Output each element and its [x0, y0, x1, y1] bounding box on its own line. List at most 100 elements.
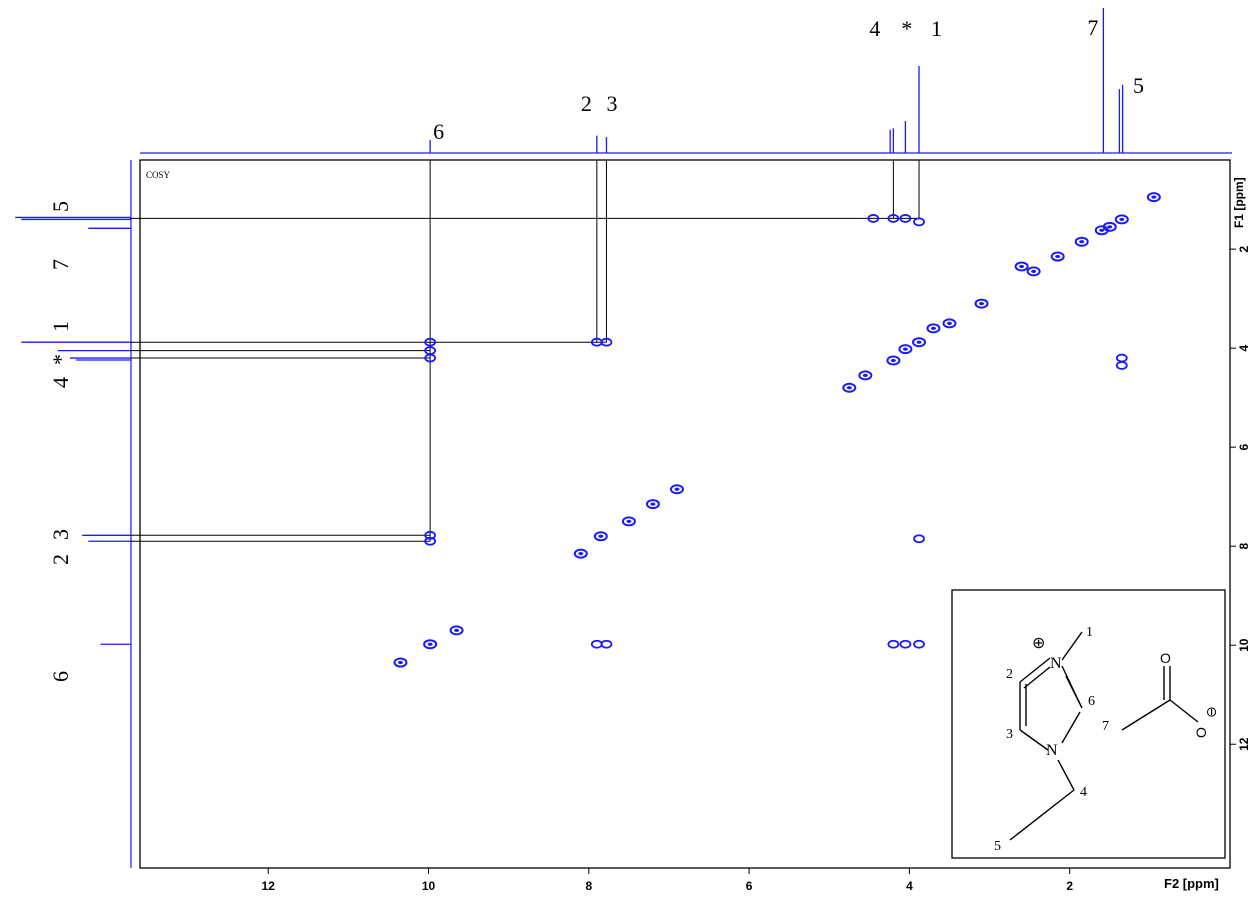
- guide-lines: [130, 160, 920, 542]
- left-peak-label: 7: [48, 259, 73, 270]
- x-axis-label: F2 [ppm]: [1164, 876, 1219, 891]
- plot-title: COSY: [146, 170, 171, 180]
- cross-peak: [913, 534, 925, 544]
- left-peak-label: 6: [48, 671, 73, 682]
- diagonal-peak-core: [1031, 269, 1037, 273]
- cross-peak: [424, 530, 437, 540]
- diagonal-peak: [1114, 214, 1129, 225]
- cross-peak: [899, 214, 912, 223]
- diagonal-peak-core: [862, 373, 868, 377]
- diagonal-peak: [1074, 236, 1089, 247]
- diagonal-peak-core: [427, 642, 433, 646]
- diagonal-peak-core: [1107, 225, 1113, 229]
- top-peak-label: 1: [931, 16, 942, 41]
- diagonal-peak: [912, 337, 927, 348]
- diagonal-peak-core: [674, 487, 680, 491]
- diagonal-peak: [1146, 192, 1161, 203]
- diagonal-peak-core: [626, 519, 632, 524]
- diagonal-peak-core: [650, 502, 656, 506]
- cross-peak: [899, 639, 912, 649]
- cross-peak: [424, 353, 437, 363]
- cross-peak: [600, 337, 613, 347]
- plot-frame: [139, 159, 1231, 869]
- diagonal-peak: [858, 370, 873, 381]
- cross-peak: [1115, 353, 1128, 363]
- diagonal-peak: [645, 499, 660, 510]
- f2-1d-spectrum: [429, 8, 1124, 153]
- atom-n-bottom: N: [1046, 742, 1058, 759]
- diagonal-peak-core: [397, 660, 403, 665]
- atom-n-top: N: [1050, 655, 1062, 672]
- diagonal-peak-core: [1099, 228, 1105, 232]
- diagonal-peak: [842, 382, 857, 393]
- molecule-frame: [951, 589, 1226, 859]
- top-peak-label: 6: [433, 119, 444, 144]
- y-tick-label: 2: [1237, 245, 1251, 252]
- x-tick-label: 12: [262, 879, 276, 893]
- diagonal-peak: [1014, 261, 1029, 272]
- molecule-position-label: 4: [1080, 785, 1087, 800]
- cross-peak: [913, 639, 925, 649]
- molecule-position-label: 5: [994, 839, 1001, 854]
- diagonal-peak-core: [930, 326, 936, 330]
- left-peak-label: 3: [48, 529, 73, 540]
- top-peak-labels: 6 2 3 4 * 1 7 5: [433, 15, 1144, 144]
- molecule-inset: N N ⊕ O O ⊖ 1 2 3 4 5 67: [951, 589, 1226, 859]
- cross-peak: [867, 214, 880, 223]
- diagonal-peak-core: [578, 552, 584, 556]
- diagonal-peak-core: [1019, 264, 1025, 269]
- diagonal-peak: [393, 657, 408, 668]
- diagonal-peak: [886, 355, 901, 366]
- diagonal-peak-core: [1079, 240, 1085, 244]
- diagonal-peak-core: [1151, 195, 1157, 199]
- diagonal-peak: [1094, 225, 1109, 236]
- top-peak-label: 4: [869, 16, 880, 41]
- x-tick-label: 10: [422, 879, 436, 893]
- diagonal-peak-core: [946, 321, 952, 325]
- x-tick-label: 2: [1066, 879, 1073, 893]
- left-peak-label: 5: [48, 201, 73, 212]
- molecule-position-label: 6: [1088, 694, 1095, 709]
- atom-o-top: O: [1160, 650, 1171, 666]
- y-tick-label: 12: [1237, 737, 1251, 751]
- y-tick-label: 8: [1237, 543, 1251, 550]
- molecule-position-label: 3: [1006, 727, 1013, 742]
- diagonal-peak: [1026, 266, 1041, 277]
- diagonal-peak-core: [1055, 254, 1061, 259]
- f1-1d-spectrum: [15, 216, 131, 645]
- y-tick-label: 4: [1237, 344, 1251, 351]
- diagonal-peak-core: [979, 301, 985, 306]
- diagonal-peak: [974, 298, 989, 309]
- molecule-position-label: 1: [1086, 625, 1093, 640]
- imidazolium-ring: [1009, 631, 1199, 841]
- cross-peak: [887, 639, 900, 649]
- left-peak-label: 1: [48, 321, 73, 332]
- diagonal-peak-core: [916, 340, 922, 344]
- x-tick-label: 6: [746, 879, 753, 893]
- x-tick-label: 8: [585, 879, 592, 893]
- top-peak-label: 2: [581, 91, 592, 116]
- diagonal-peak: [573, 548, 588, 559]
- cross-peak: [600, 639, 613, 649]
- top-peak-label: 5: [1133, 73, 1144, 98]
- diagonal-peak-core: [890, 358, 896, 363]
- cross-peak: [887, 214, 900, 223]
- diagonal-peak-core: [902, 347, 908, 351]
- left-peak-label: *: [48, 354, 73, 365]
- diagonal-peak-core: [846, 386, 852, 390]
- diagonal-peak-core: [1119, 217, 1125, 222]
- top-peak-label: 3: [606, 91, 617, 116]
- left-peak-labels: 5 7 1 * 4 2 3 6: [48, 201, 73, 682]
- diagonal-peak: [942, 318, 957, 329]
- cross-peak: [590, 639, 603, 649]
- cross-peak: [1115, 361, 1128, 370]
- y-axis: 2 4 6 8 10 12: [1230, 245, 1251, 751]
- diagonal-peak: [423, 639, 438, 650]
- diagonal-peak-core: [598, 534, 604, 538]
- diagonal-peak: [669, 484, 684, 495]
- cross-peak: [424, 337, 437, 347]
- y-axis-label: F1 [ppm]: [1232, 177, 1246, 228]
- charge-minus: ⊖: [1204, 706, 1220, 718]
- x-tick-label: 4: [906, 879, 913, 893]
- cross-peak: [424, 536, 437, 546]
